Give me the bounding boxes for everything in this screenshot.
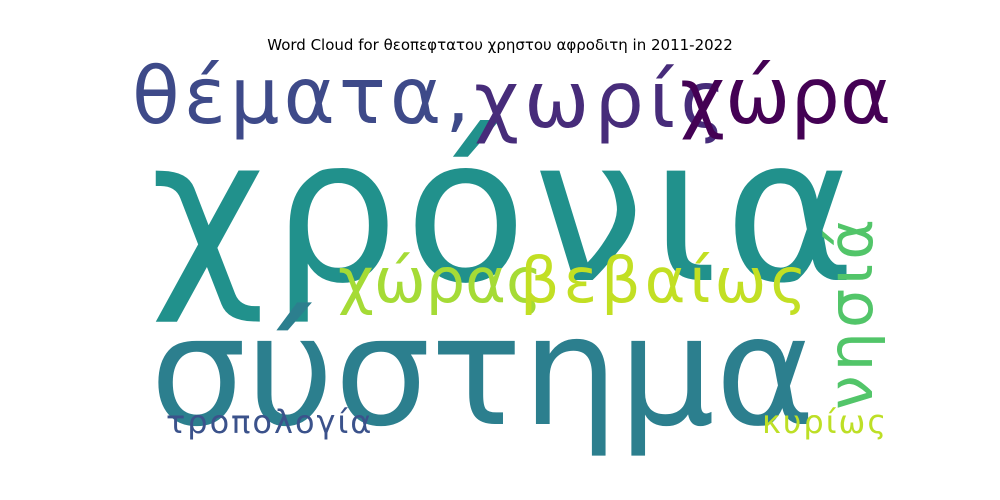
word-systima: σύστημα — [150, 283, 816, 460]
word-nisia: νησιά — [814, 214, 887, 410]
word-themata: θέματα, — [132, 52, 475, 142]
word-tropologia: τροπολογία — [166, 403, 374, 441]
word-xwris: χωρίς — [474, 56, 732, 146]
word-vevaios: βεβαίως — [520, 244, 811, 317]
word-xronia: χρόνια — [150, 95, 863, 328]
word-xwras: χώρας — [338, 244, 543, 317]
word-xwra: χώρα — [680, 52, 892, 142]
word-kyrios: κυρίως — [762, 403, 889, 441]
chart-title: Word Cloud for θεοπεφτατου χρηστου αφροδ… — [267, 36, 733, 54]
